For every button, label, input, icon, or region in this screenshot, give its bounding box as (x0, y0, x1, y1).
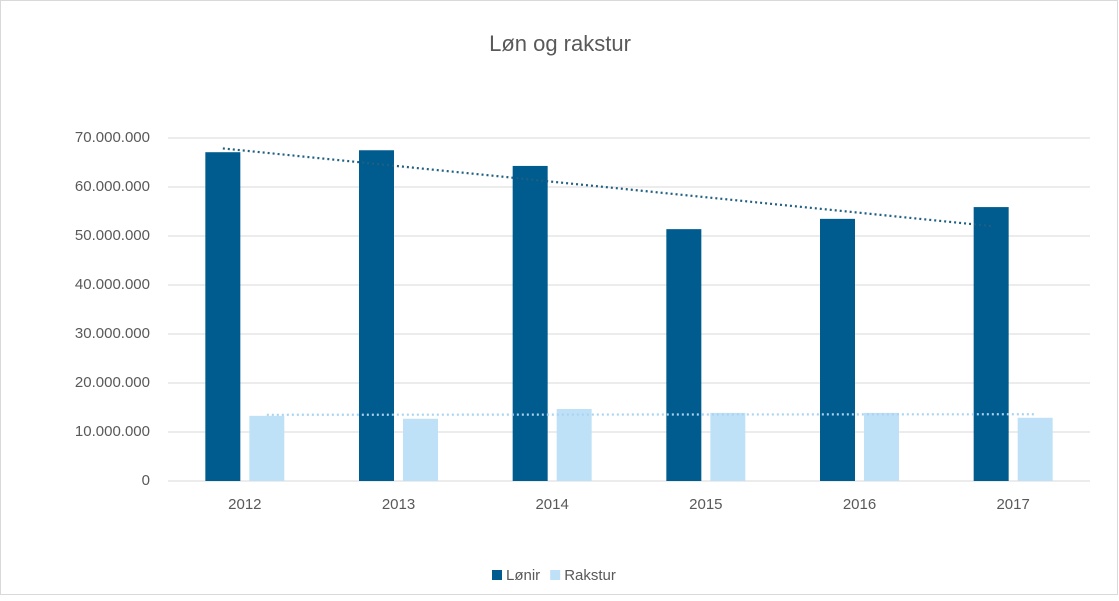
y-tick-label: 20.000.000 (75, 374, 150, 391)
bar (973, 207, 1009, 481)
bar (710, 412, 746, 481)
bar (556, 408, 592, 481)
bar (249, 415, 285, 481)
x-tick-label: 2015 (689, 496, 722, 513)
bar (512, 165, 548, 481)
x-tick-label: 2013 (382, 496, 415, 513)
bar (205, 152, 241, 481)
bar (666, 229, 702, 481)
trendline (222, 147, 992, 228)
y-tick-label: 10.000.000 (75, 423, 150, 440)
trendline (266, 413, 1036, 416)
x-tick-label: 2016 (843, 496, 876, 513)
y-tick-label: 30.000.000 (75, 325, 150, 342)
legend-label: Lønir (506, 567, 540, 584)
y-tick-label: 0 (142, 472, 150, 489)
chart-title: Løn og rakstur (489, 31, 631, 56)
y-tick-label: 70.000.000 (75, 129, 150, 146)
legend-swatch (492, 570, 502, 580)
y-tick-label: 50.000.000 (75, 227, 150, 244)
bar (820, 218, 855, 481)
legend-label: Rakstur (564, 567, 616, 584)
x-tick-label: 2017 (996, 496, 1029, 513)
legend-swatch (550, 570, 561, 580)
bar (403, 418, 438, 481)
x-tick-label: 2012 (228, 496, 261, 513)
bar (359, 150, 394, 481)
y-tick-label: 60.000.000 (75, 178, 150, 195)
x-tick-label: 2014 (535, 496, 568, 513)
bar (1017, 417, 1053, 481)
y-tick-label: 40.000.000 (75, 276, 150, 293)
bar (864, 412, 899, 481)
